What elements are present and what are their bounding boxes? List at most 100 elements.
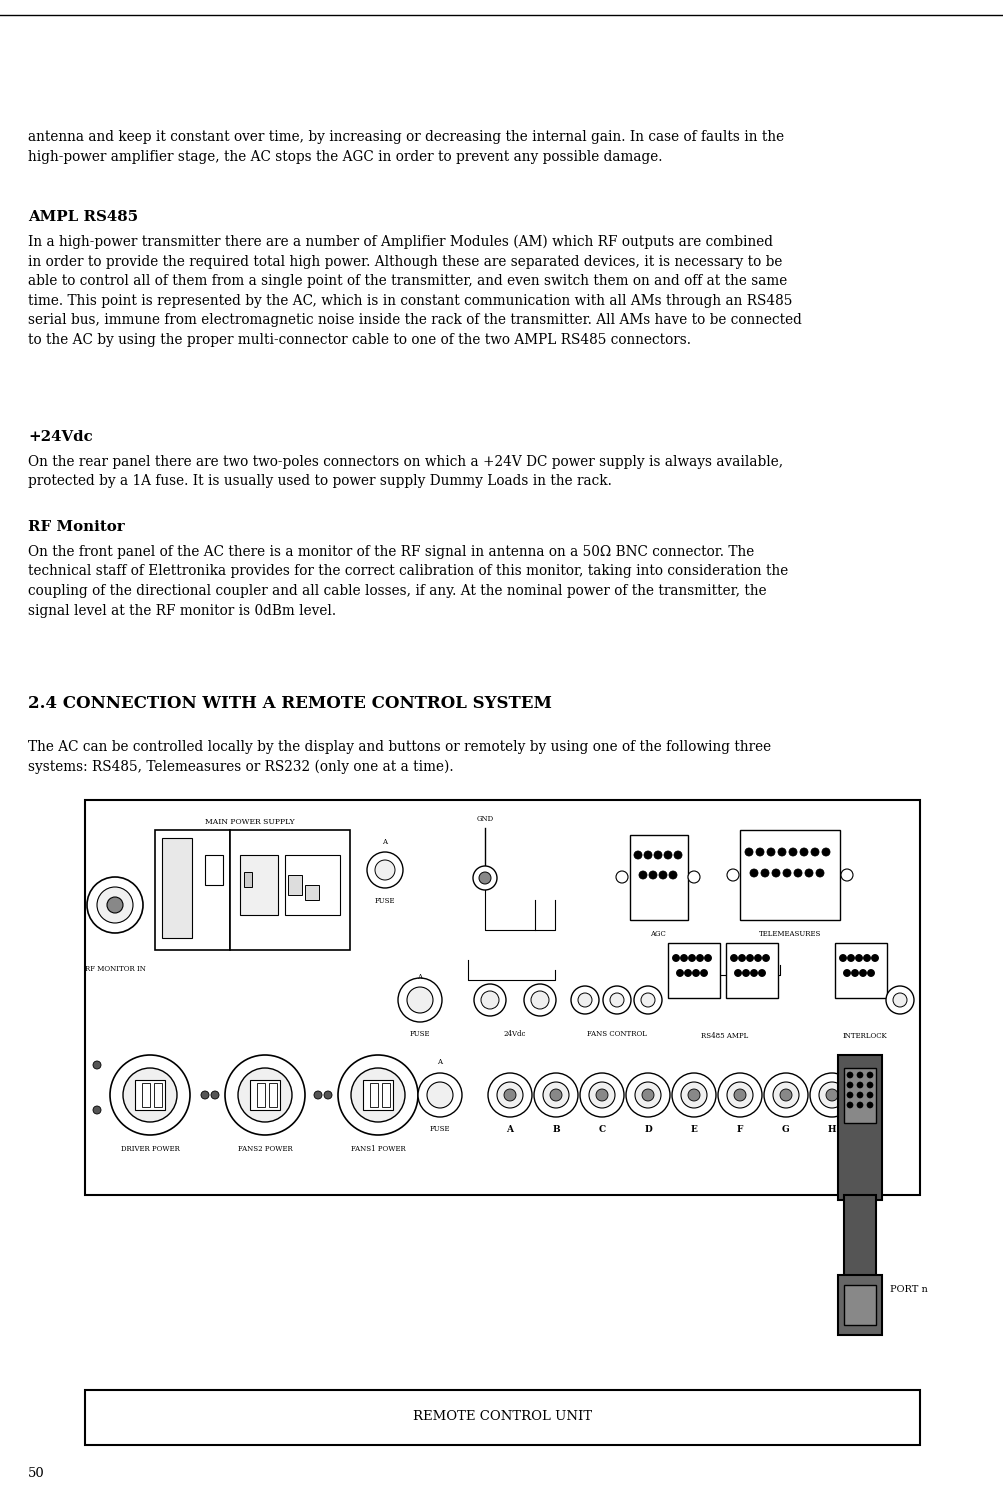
Circle shape	[755, 849, 763, 856]
Circle shape	[97, 888, 132, 924]
Circle shape	[571, 985, 599, 1014]
Circle shape	[473, 984, 506, 1015]
Circle shape	[777, 849, 785, 856]
Bar	[141, 1083, 149, 1107]
Circle shape	[375, 861, 394, 880]
Bar	[739, 831, 840, 921]
Text: FUSE: FUSE	[409, 1030, 430, 1038]
Text: On the rear panel there are two two-poles connectors on which a +24V DC power su: On the rear panel there are two two-pole…	[28, 455, 782, 488]
Circle shape	[839, 954, 846, 961]
Text: C: C	[598, 1125, 605, 1134]
Text: FUSE: FUSE	[429, 1125, 449, 1133]
Circle shape	[550, 1089, 562, 1101]
Circle shape	[885, 985, 913, 1014]
Bar	[834, 943, 886, 997]
Circle shape	[504, 1089, 516, 1101]
Text: F: F	[736, 1125, 742, 1134]
Text: D: D	[644, 1125, 651, 1134]
Circle shape	[472, 867, 496, 891]
Bar	[230, 831, 350, 949]
Text: FANS CONTROL: FANS CONTROL	[587, 1030, 646, 1038]
Circle shape	[857, 1102, 863, 1108]
Circle shape	[633, 985, 661, 1014]
Circle shape	[201, 1090, 209, 1099]
Circle shape	[717, 1072, 761, 1117]
Circle shape	[406, 987, 432, 1012]
Bar	[85, 801, 919, 1196]
Text: E: E	[690, 1125, 697, 1134]
Circle shape	[680, 1081, 706, 1108]
Circle shape	[487, 1072, 532, 1117]
Circle shape	[478, 873, 490, 885]
Circle shape	[760, 870, 768, 877]
Bar	[844, 1068, 876, 1123]
Circle shape	[687, 1089, 699, 1101]
Circle shape	[843, 969, 850, 976]
Circle shape	[238, 1068, 292, 1122]
Circle shape	[676, 969, 683, 976]
Bar	[363, 1080, 392, 1110]
Circle shape	[673, 852, 681, 859]
Bar	[250, 1080, 280, 1110]
Bar	[844, 1196, 876, 1314]
Text: FANS1 POWER: FANS1 POWER	[350, 1145, 405, 1154]
Text: 2.4 CONNECTION WITH A REMOTE CONTROL SYSTEM: 2.4 CONNECTION WITH A REMOTE CONTROL SYS…	[28, 695, 552, 712]
Circle shape	[107, 897, 123, 913]
Circle shape	[757, 969, 764, 976]
Text: +24Vdc: +24Vdc	[28, 430, 92, 445]
Bar	[153, 1083, 161, 1107]
Circle shape	[841, 870, 853, 882]
Circle shape	[788, 849, 796, 856]
Circle shape	[871, 954, 878, 961]
Circle shape	[616, 871, 627, 883]
Circle shape	[688, 954, 695, 961]
Circle shape	[867, 969, 874, 976]
Circle shape	[750, 969, 756, 976]
Bar	[838, 1275, 881, 1335]
Circle shape	[680, 954, 687, 961]
Text: RS485 AMPL: RS485 AMPL	[701, 1032, 748, 1039]
Text: 50: 50	[28, 1467, 45, 1479]
Circle shape	[324, 1090, 332, 1099]
Circle shape	[534, 1072, 578, 1117]
Circle shape	[397, 978, 441, 1021]
Circle shape	[730, 954, 737, 961]
Circle shape	[589, 1081, 615, 1108]
Text: RF MONITOR IN: RF MONITOR IN	[84, 964, 145, 973]
Circle shape	[704, 954, 711, 961]
Circle shape	[684, 969, 691, 976]
Circle shape	[671, 1072, 715, 1117]
Text: On the front panel of the AC there is a monitor of the RF signal in antenna on a: On the front panel of the AC there is a …	[28, 545, 787, 617]
Text: PORT n: PORT n	[889, 1286, 927, 1295]
Bar	[288, 876, 302, 895]
Circle shape	[480, 991, 498, 1009]
Circle shape	[578, 993, 592, 1006]
Circle shape	[663, 852, 671, 859]
Circle shape	[426, 1081, 452, 1108]
Circle shape	[855, 954, 862, 961]
Bar	[85, 1389, 919, 1445]
Circle shape	[734, 969, 741, 976]
Bar	[844, 1286, 876, 1325]
Bar	[305, 885, 319, 900]
Circle shape	[742, 969, 749, 976]
Circle shape	[763, 1072, 807, 1117]
Circle shape	[847, 1092, 853, 1098]
Circle shape	[726, 870, 738, 882]
Circle shape	[634, 1081, 660, 1108]
Bar	[240, 855, 278, 915]
Bar	[381, 1083, 389, 1107]
Circle shape	[825, 1089, 838, 1101]
Circle shape	[744, 849, 752, 856]
Text: A: A	[382, 838, 387, 846]
Circle shape	[338, 1054, 417, 1136]
Circle shape	[524, 984, 556, 1015]
Circle shape	[733, 1089, 745, 1101]
Text: REMOTE CONTROL UNIT: REMOTE CONTROL UNIT	[412, 1410, 592, 1424]
Circle shape	[417, 1072, 461, 1117]
Circle shape	[847, 1081, 853, 1087]
Bar	[285, 855, 340, 915]
Circle shape	[603, 985, 630, 1014]
Bar	[244, 873, 252, 888]
Text: DRIVER POWER: DRIVER POWER	[120, 1145, 180, 1154]
